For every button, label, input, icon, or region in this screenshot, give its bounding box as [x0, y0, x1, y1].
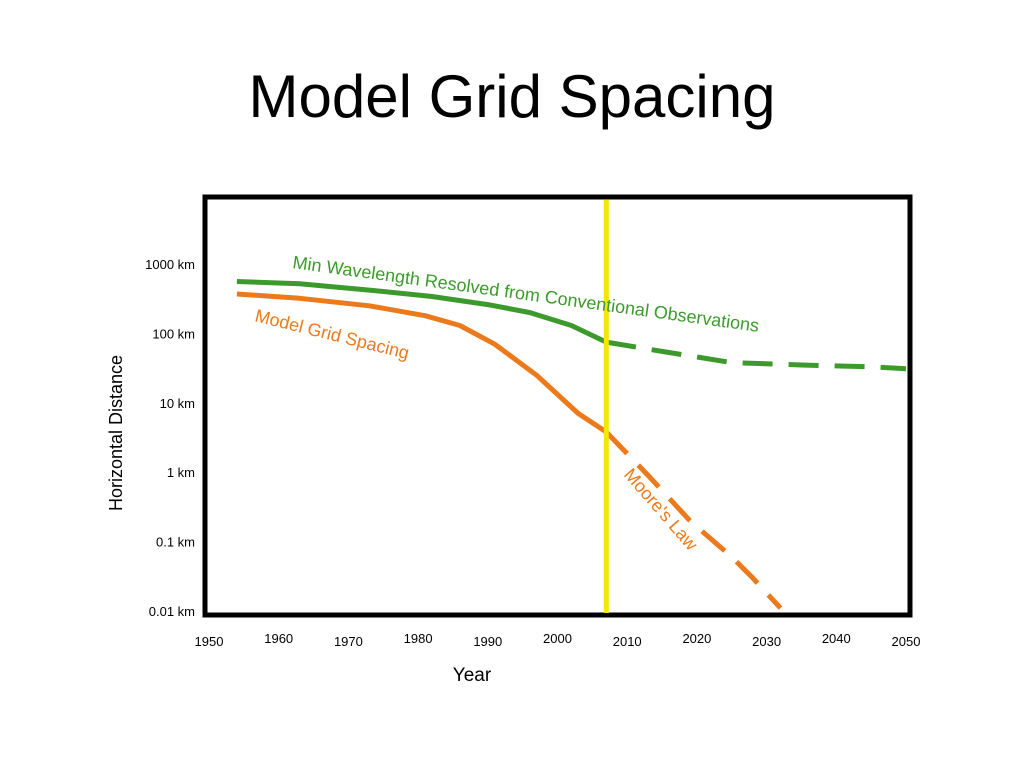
series-1-projected-line: [604, 430, 783, 610]
y-tick-labels: 1000 km 100 km 10 km 1 km 0.1 km 0.01 km: [145, 257, 195, 619]
x-tick-label: 1970: [334, 634, 363, 649]
y-tick-label: 0.1 km: [156, 535, 195, 550]
y-tick-label: 1 km: [167, 465, 195, 480]
x-tick-label: 1960: [264, 631, 293, 646]
x-tick-label: 2050: [892, 634, 921, 649]
series-1-observed-line: [236, 291, 608, 435]
x-tick-label: 2020: [682, 631, 711, 646]
y-tick-label: 100 km: [152, 326, 195, 341]
series-0-projected-line: [605, 339, 907, 372]
annotation-min-wavelength: Min Wavelength Resolved from Conventiona…: [291, 252, 760, 336]
annotation-moores-law: Moore's Law: [620, 465, 702, 555]
y-tick-label: 10 km: [160, 396, 195, 411]
slide-title: Model Grid Spacing: [248, 63, 776, 130]
x-tick-labels: 1950 1960 1970 1980 1990 2000 2010 2020 2030 2040…: [195, 631, 921, 649]
plot-frame: [202, 194, 913, 618]
series-0-observed-line: [236, 279, 608, 345]
x-tick-label: 2030: [752, 634, 781, 649]
x-tick-label: 1990: [473, 634, 502, 649]
x-axis-label: Year: [453, 665, 492, 686]
y-tick-label: 0.01 km: [149, 604, 195, 619]
y-tick-label: 1000 km: [145, 257, 195, 272]
x-tick-label: 2000: [543, 631, 572, 646]
annotation-model-grid-spacing: Model Grid Spacing: [253, 305, 411, 363]
y-axis-label: Horizontal Distance: [106, 355, 126, 511]
x-tick-label: 1950: [195, 634, 224, 649]
x-tick-label: 1980: [404, 631, 433, 646]
x-tick-label: 2010: [613, 634, 642, 649]
series-layer: [236, 279, 907, 610]
x-tick-label: 2040: [822, 631, 851, 646]
